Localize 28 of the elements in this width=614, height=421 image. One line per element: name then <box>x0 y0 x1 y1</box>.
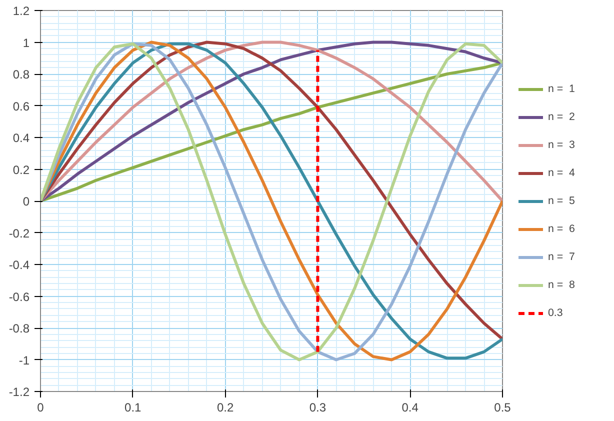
legend-label: n = 2 <box>548 110 575 122</box>
y-tick-label: 1 <box>22 36 30 50</box>
x-tick-label: 0.2 <box>216 400 234 414</box>
y-tick-label: -0.2 <box>8 226 30 240</box>
y-tick-label: 0.2 <box>12 162 30 177</box>
y-tick-label: -0.6 <box>8 290 30 304</box>
legend-label: n = 3 <box>548 138 575 150</box>
x-tick-label: 0 <box>37 400 44 414</box>
legend-label: 0.3 <box>548 306 564 318</box>
x-tick-label: 0.5 <box>494 400 512 414</box>
legend-label: n = 5 <box>548 194 575 206</box>
x-tick-label: 0.4 <box>402 400 419 414</box>
x-tick-label: 0.3 <box>309 400 326 414</box>
legend-label: n = 1 <box>548 82 575 94</box>
legend-label: n = 7 <box>548 250 575 262</box>
y-tick-label: 1.2 <box>12 4 30 18</box>
legend-label: n = 6 <box>548 222 575 234</box>
y-tick-label: -1.2 <box>8 385 30 399</box>
x-tick-label: 0.1 <box>124 400 142 414</box>
y-tick-label: 0 <box>22 194 30 208</box>
y-tick-label: 0.6 <box>12 99 30 114</box>
y-tick-label: -0.8 <box>8 322 30 336</box>
y-tick-label: -1 <box>18 353 30 368</box>
legend-label: n = 4 <box>548 166 575 178</box>
y-tick-label: 0.4 <box>12 131 30 145</box>
legend-label: n = 8 <box>548 278 575 290</box>
y-tick-label: 0.8 <box>12 68 30 82</box>
y-tick-label: -0.4 <box>8 258 30 272</box>
